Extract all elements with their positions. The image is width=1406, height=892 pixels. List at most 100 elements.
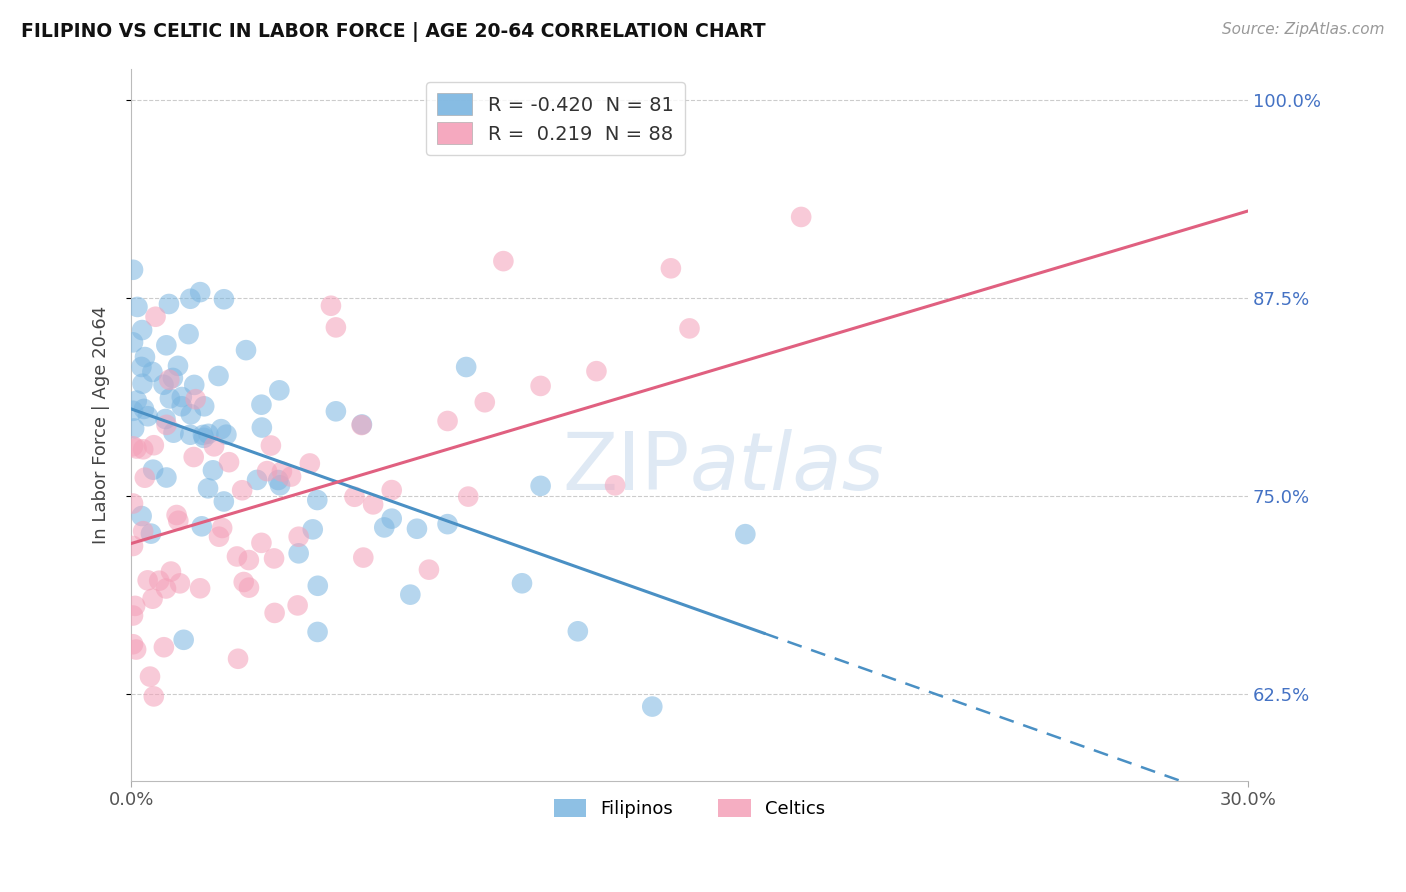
Point <box>160 565 183 579</box>
Point <box>734 527 756 541</box>
Point <box>136 574 159 588</box>
Point <box>325 404 347 418</box>
Point <box>287 530 309 544</box>
Point <box>139 526 162 541</box>
Point <box>207 369 229 384</box>
Point <box>231 483 253 498</box>
Point <box>145 310 167 324</box>
Point <box>179 292 201 306</box>
Point <box>246 473 269 487</box>
Point <box>162 425 184 440</box>
Point <box>134 471 156 485</box>
Point <box>155 582 177 596</box>
Point <box>457 490 479 504</box>
Point <box>319 299 342 313</box>
Point <box>162 371 184 385</box>
Point <box>270 465 292 479</box>
Point <box>350 418 373 433</box>
Point <box>122 421 145 435</box>
Point <box>567 624 589 639</box>
Point <box>122 335 145 350</box>
Point <box>188 582 211 596</box>
Point <box>287 546 309 560</box>
Point <box>170 390 193 404</box>
Point <box>256 464 278 478</box>
Point <box>125 442 148 456</box>
Point <box>352 550 374 565</box>
Point <box>211 521 233 535</box>
Point <box>250 420 273 434</box>
Point <box>530 379 553 393</box>
Point <box>399 588 422 602</box>
Point <box>177 327 200 342</box>
Point <box>361 497 384 511</box>
Point <box>215 427 238 442</box>
Point <box>325 320 347 334</box>
Point <box>188 285 211 299</box>
Point <box>180 407 202 421</box>
Point <box>132 401 155 416</box>
Point <box>678 321 700 335</box>
Point <box>183 378 205 392</box>
Point <box>131 508 153 523</box>
Point <box>131 376 153 391</box>
Point <box>132 442 155 457</box>
Point <box>238 581 260 595</box>
Point <box>250 536 273 550</box>
Point <box>136 409 159 424</box>
Point <box>179 427 201 442</box>
Point <box>202 439 225 453</box>
Point <box>436 517 458 532</box>
Point <box>381 511 404 525</box>
Point <box>307 579 329 593</box>
Point <box>238 553 260 567</box>
Point <box>132 524 155 538</box>
Point <box>436 414 458 428</box>
Point <box>250 398 273 412</box>
Point <box>125 393 148 408</box>
Point <box>208 530 231 544</box>
Point <box>122 608 145 623</box>
Point <box>269 478 291 492</box>
Point <box>350 417 373 432</box>
Point <box>122 496 145 510</box>
Point <box>155 417 177 432</box>
Point <box>287 599 309 613</box>
Point <box>127 300 149 314</box>
Point <box>155 412 177 426</box>
Point <box>235 343 257 358</box>
Point <box>373 520 395 534</box>
Point <box>122 637 145 651</box>
Point <box>191 428 214 442</box>
Point <box>134 350 156 364</box>
Point <box>201 463 224 477</box>
Point <box>142 463 165 477</box>
Point <box>226 652 249 666</box>
Y-axis label: In Labor Force | Age 20-64: In Labor Force | Age 20-64 <box>93 306 110 544</box>
Point <box>122 404 145 418</box>
Point <box>122 262 145 277</box>
Point <box>167 359 190 373</box>
Point <box>141 365 163 379</box>
Point <box>131 323 153 337</box>
Point <box>169 576 191 591</box>
Point <box>155 470 177 484</box>
Point <box>267 473 290 487</box>
Point <box>456 359 478 374</box>
Point <box>193 400 215 414</box>
Point <box>122 539 145 553</box>
Point <box>190 519 212 533</box>
Text: ZIP: ZIP <box>562 428 689 507</box>
Point <box>166 508 188 522</box>
Point <box>212 292 235 306</box>
Point <box>124 599 146 613</box>
Point <box>659 261 682 276</box>
Point <box>197 426 219 441</box>
Point <box>510 576 533 591</box>
Text: Source: ZipAtlas.com: Source: ZipAtlas.com <box>1222 22 1385 37</box>
Point <box>148 574 170 588</box>
Text: FILIPINO VS CELTIC IN LABOR FORCE | AGE 20-64 CORRELATION CHART: FILIPINO VS CELTIC IN LABOR FORCE | AGE … <box>21 22 766 42</box>
Point <box>152 377 174 392</box>
Text: atlas: atlas <box>689 428 884 507</box>
Point <box>232 574 254 589</box>
